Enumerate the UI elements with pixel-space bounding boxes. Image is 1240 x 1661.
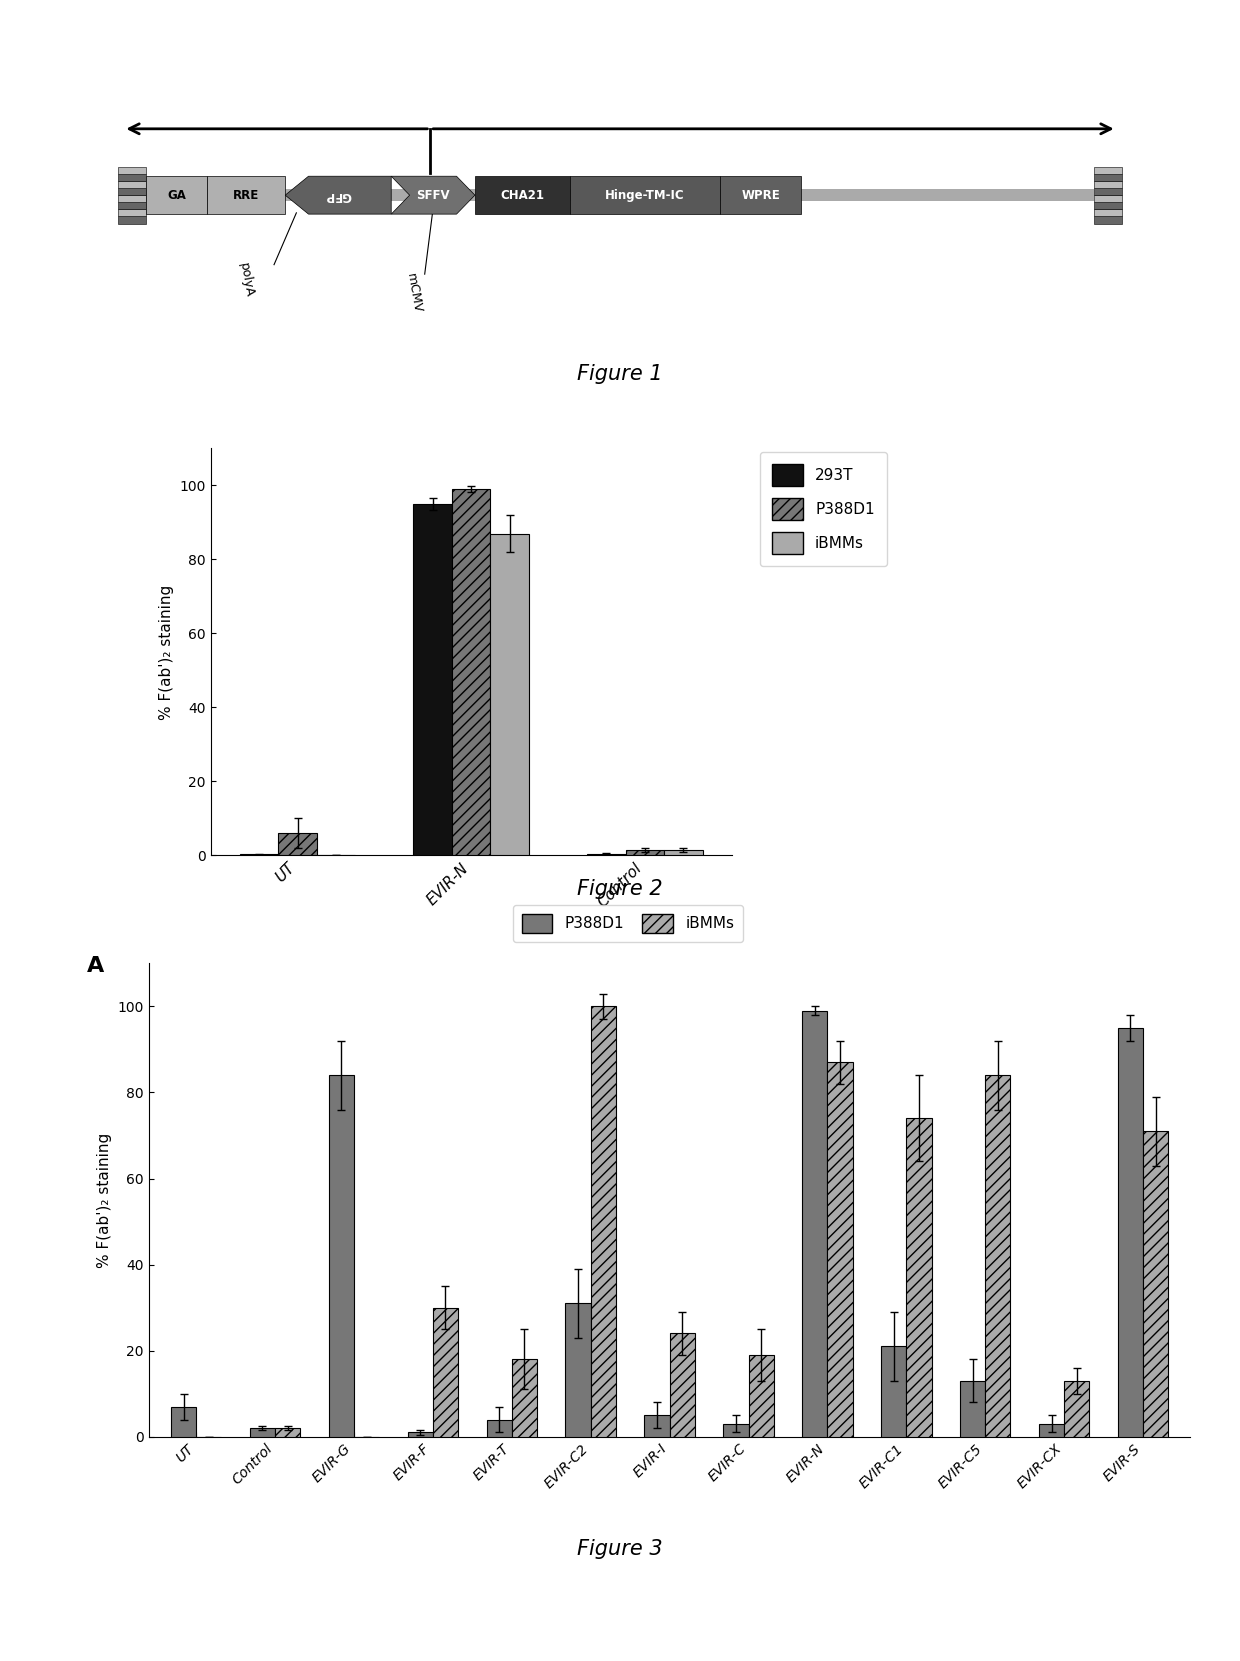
Bar <box>207 176 285 214</box>
Bar <box>665 850 703 855</box>
Bar <box>720 176 801 214</box>
Bar <box>1095 181 1122 188</box>
Bar <box>645 1415 670 1437</box>
Bar <box>413 503 451 855</box>
Bar <box>146 176 207 214</box>
Bar <box>146 189 1094 201</box>
Text: GFP: GFP <box>325 189 351 201</box>
Text: Figure 1: Figure 1 <box>577 364 663 384</box>
Bar <box>625 850 665 855</box>
Bar <box>906 1118 931 1437</box>
Bar <box>118 216 146 224</box>
Bar <box>278 834 317 855</box>
Bar <box>1095 216 1122 224</box>
Bar <box>986 1075 1011 1437</box>
Bar <box>587 854 625 855</box>
Y-axis label: % F(ab')₂ staining: % F(ab')₂ staining <box>159 585 174 719</box>
Polygon shape <box>392 176 475 214</box>
Bar <box>960 1380 986 1437</box>
Legend: 293T, P388D1, iBMMs: 293T, P388D1, iBMMs <box>760 452 887 566</box>
Bar <box>802 1010 827 1437</box>
Text: GA: GA <box>167 189 186 201</box>
Bar <box>565 1304 590 1437</box>
Text: RRE: RRE <box>233 189 259 201</box>
Bar <box>118 209 146 216</box>
Bar <box>118 181 146 188</box>
Bar <box>827 1063 853 1437</box>
Bar <box>491 533 529 855</box>
Bar <box>171 1407 196 1437</box>
Text: CHA21: CHA21 <box>501 189 544 201</box>
Bar <box>1095 174 1122 181</box>
Bar <box>275 1428 300 1437</box>
Bar <box>1095 188 1122 194</box>
Bar <box>486 1420 512 1437</box>
Bar <box>408 1432 433 1437</box>
Text: A: A <box>87 955 104 975</box>
Bar <box>1064 1380 1090 1437</box>
Legend: P388D1, iBMMs: P388D1, iBMMs <box>512 905 743 942</box>
Text: WPRE: WPRE <box>742 189 780 201</box>
Bar <box>118 174 146 181</box>
Bar <box>1117 1028 1143 1437</box>
Bar <box>590 1007 616 1437</box>
Text: polyA: polyA <box>237 262 255 299</box>
Bar <box>118 203 146 209</box>
Bar <box>1095 194 1122 203</box>
Bar <box>118 194 146 203</box>
Bar <box>329 1075 353 1437</box>
Text: Figure 2: Figure 2 <box>577 879 663 899</box>
Text: Figure 3: Figure 3 <box>577 1538 663 1560</box>
Text: SFFV: SFFV <box>417 189 450 201</box>
Bar <box>723 1423 749 1437</box>
Bar <box>1143 1131 1168 1437</box>
Bar <box>1095 203 1122 209</box>
Bar <box>670 1334 694 1437</box>
Bar <box>451 490 491 855</box>
Bar <box>1095 166 1122 174</box>
Bar <box>118 166 146 174</box>
Bar <box>1095 209 1122 216</box>
Polygon shape <box>285 176 392 214</box>
Text: mCMV: mCMV <box>404 272 423 314</box>
Bar <box>1039 1423 1064 1437</box>
Bar <box>882 1347 906 1437</box>
Bar <box>749 1355 774 1437</box>
Text: Hinge-TM-IC: Hinge-TM-IC <box>605 189 684 201</box>
Bar <box>433 1307 458 1437</box>
Bar <box>118 188 146 194</box>
Y-axis label: % F(ab')₂ staining: % F(ab')₂ staining <box>97 1133 112 1267</box>
Bar <box>512 1359 537 1437</box>
Bar <box>475 176 570 214</box>
Bar <box>249 1428 275 1437</box>
Bar <box>569 176 720 214</box>
